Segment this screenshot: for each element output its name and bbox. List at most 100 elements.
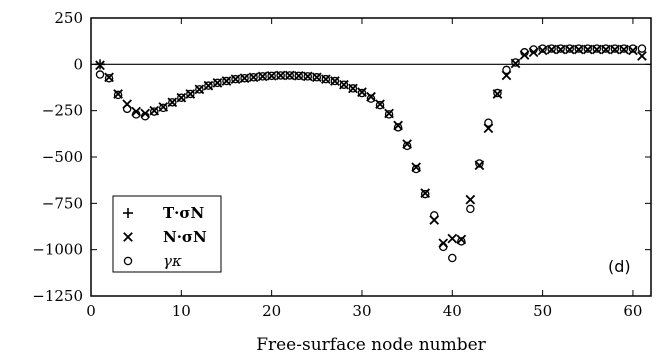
x-axis-title: Free-surface node number bbox=[256, 335, 486, 355]
cross-marker bbox=[447, 233, 458, 244]
circle-marker bbox=[285, 71, 294, 80]
circle-marker bbox=[104, 73, 114, 83]
circle-marker bbox=[375, 100, 385, 110]
circle-marker bbox=[366, 94, 376, 103]
circle-marker bbox=[231, 74, 240, 84]
circle-marker bbox=[222, 76, 231, 86]
circle-marker bbox=[466, 204, 475, 214]
circle-marker bbox=[113, 90, 123, 100]
legend-cross-marker bbox=[123, 232, 133, 242]
circle-marker bbox=[267, 71, 276, 81]
axis-ticks: 0 10 20 30 40 50 60 250 0 −250 −500 −750 −1000 −1250 bbox=[32, 9, 651, 320]
panel-label: (d) bbox=[608, 257, 631, 276]
x-tick-label: 30 bbox=[352, 302, 371, 320]
circle-marker bbox=[502, 65, 511, 75]
circle-marker bbox=[637, 44, 647, 53]
circle-marker bbox=[312, 73, 322, 82]
legend: T·σN N·σN γκ bbox=[112, 195, 222, 273]
legend-circle-marker bbox=[123, 256, 133, 266]
cross-marker bbox=[628, 45, 638, 56]
cross-marker bbox=[131, 106, 141, 117]
cross-marker bbox=[456, 234, 467, 245]
cross-marker bbox=[519, 50, 530, 60]
circle-marker bbox=[159, 103, 168, 113]
circle-marker bbox=[168, 98, 177, 107]
circle-marker bbox=[213, 78, 222, 88]
circle-marker bbox=[249, 73, 258, 82]
circle-marker bbox=[122, 104, 132, 114]
circle-marker bbox=[448, 253, 457, 263]
circle-marker bbox=[339, 80, 349, 89]
legend-label-t-sigma-n: T·σN bbox=[163, 204, 204, 222]
circle-marker bbox=[348, 84, 358, 93]
legend-plus-marker bbox=[123, 208, 133, 218]
cross-marker bbox=[637, 51, 647, 61]
cross-marker bbox=[411, 162, 421, 173]
cross-marker bbox=[528, 47, 539, 58]
circle-marker bbox=[411, 164, 421, 174]
cross-marker bbox=[465, 194, 476, 205]
circle-marker bbox=[484, 118, 493, 127]
circle-marker bbox=[357, 88, 367, 98]
cross-marker bbox=[402, 139, 412, 149]
x-tick-label: 50 bbox=[533, 302, 552, 320]
circle-marker bbox=[384, 110, 394, 119]
circle-marker bbox=[547, 44, 556, 53]
circle-marker bbox=[511, 58, 520, 67]
circle-marker bbox=[628, 44, 638, 53]
circle-marker bbox=[140, 111, 150, 121]
circle-marker bbox=[330, 76, 340, 86]
circle-marker bbox=[186, 89, 195, 99]
circle-marker bbox=[420, 189, 430, 199]
circle-marker bbox=[195, 85, 204, 94]
y-tick-label: −750 bbox=[42, 194, 83, 212]
circle-marker bbox=[574, 44, 583, 53]
circle-marker bbox=[520, 48, 529, 57]
circle-marker bbox=[321, 74, 331, 84]
circle-marker bbox=[276, 71, 285, 80]
circle-marker bbox=[565, 44, 574, 53]
y-tick-label: 0 bbox=[73, 55, 83, 73]
cross-marker bbox=[537, 45, 548, 56]
legend-label-n-sigma-n: N·σN bbox=[163, 228, 207, 246]
circle-marker bbox=[204, 81, 213, 90]
circle-marker bbox=[402, 141, 412, 151]
circle-marker bbox=[393, 123, 403, 132]
circle-marker bbox=[592, 44, 602, 53]
circle-marker bbox=[429, 211, 439, 220]
legend-label-gamma-kappa: γκ bbox=[163, 252, 182, 270]
y-tick-label: 250 bbox=[54, 9, 83, 27]
cross-marker bbox=[140, 108, 151, 119]
y-tick-label: −250 bbox=[42, 102, 83, 120]
cross-marker bbox=[393, 120, 403, 131]
circle-marker bbox=[583, 44, 593, 53]
circle-marker bbox=[538, 44, 547, 53]
y-tick-label: −1250 bbox=[32, 287, 83, 305]
cross-marker bbox=[366, 91, 376, 102]
circle-marker bbox=[475, 159, 484, 168]
x-tick-label: 10 bbox=[172, 302, 191, 320]
circle-marker bbox=[131, 110, 141, 119]
cross-marker bbox=[95, 60, 105, 71]
circle-marker bbox=[439, 242, 448, 252]
circle-marker bbox=[258, 72, 267, 81]
circle-marker bbox=[177, 93, 186, 102]
circle-marker bbox=[610, 44, 620, 53]
circle-marker bbox=[303, 72, 313, 81]
circle-marker bbox=[601, 44, 611, 53]
circle-marker bbox=[95, 70, 105, 79]
circle-marker bbox=[294, 71, 303, 81]
x-tick-label: 60 bbox=[623, 302, 642, 320]
y-tick-label: −500 bbox=[42, 148, 83, 166]
circle-marker bbox=[493, 88, 502, 98]
circle-marker bbox=[529, 45, 538, 54]
circle-marker bbox=[240, 73, 249, 83]
circle-marker bbox=[149, 107, 159, 116]
x-tick-label: 20 bbox=[262, 302, 281, 320]
data-marks bbox=[95, 44, 647, 263]
x-tick-label: 0 bbox=[86, 302, 96, 320]
cross-marker bbox=[474, 160, 485, 171]
y-tick-label: −1000 bbox=[32, 241, 83, 259]
circle-marker bbox=[619, 44, 629, 53]
